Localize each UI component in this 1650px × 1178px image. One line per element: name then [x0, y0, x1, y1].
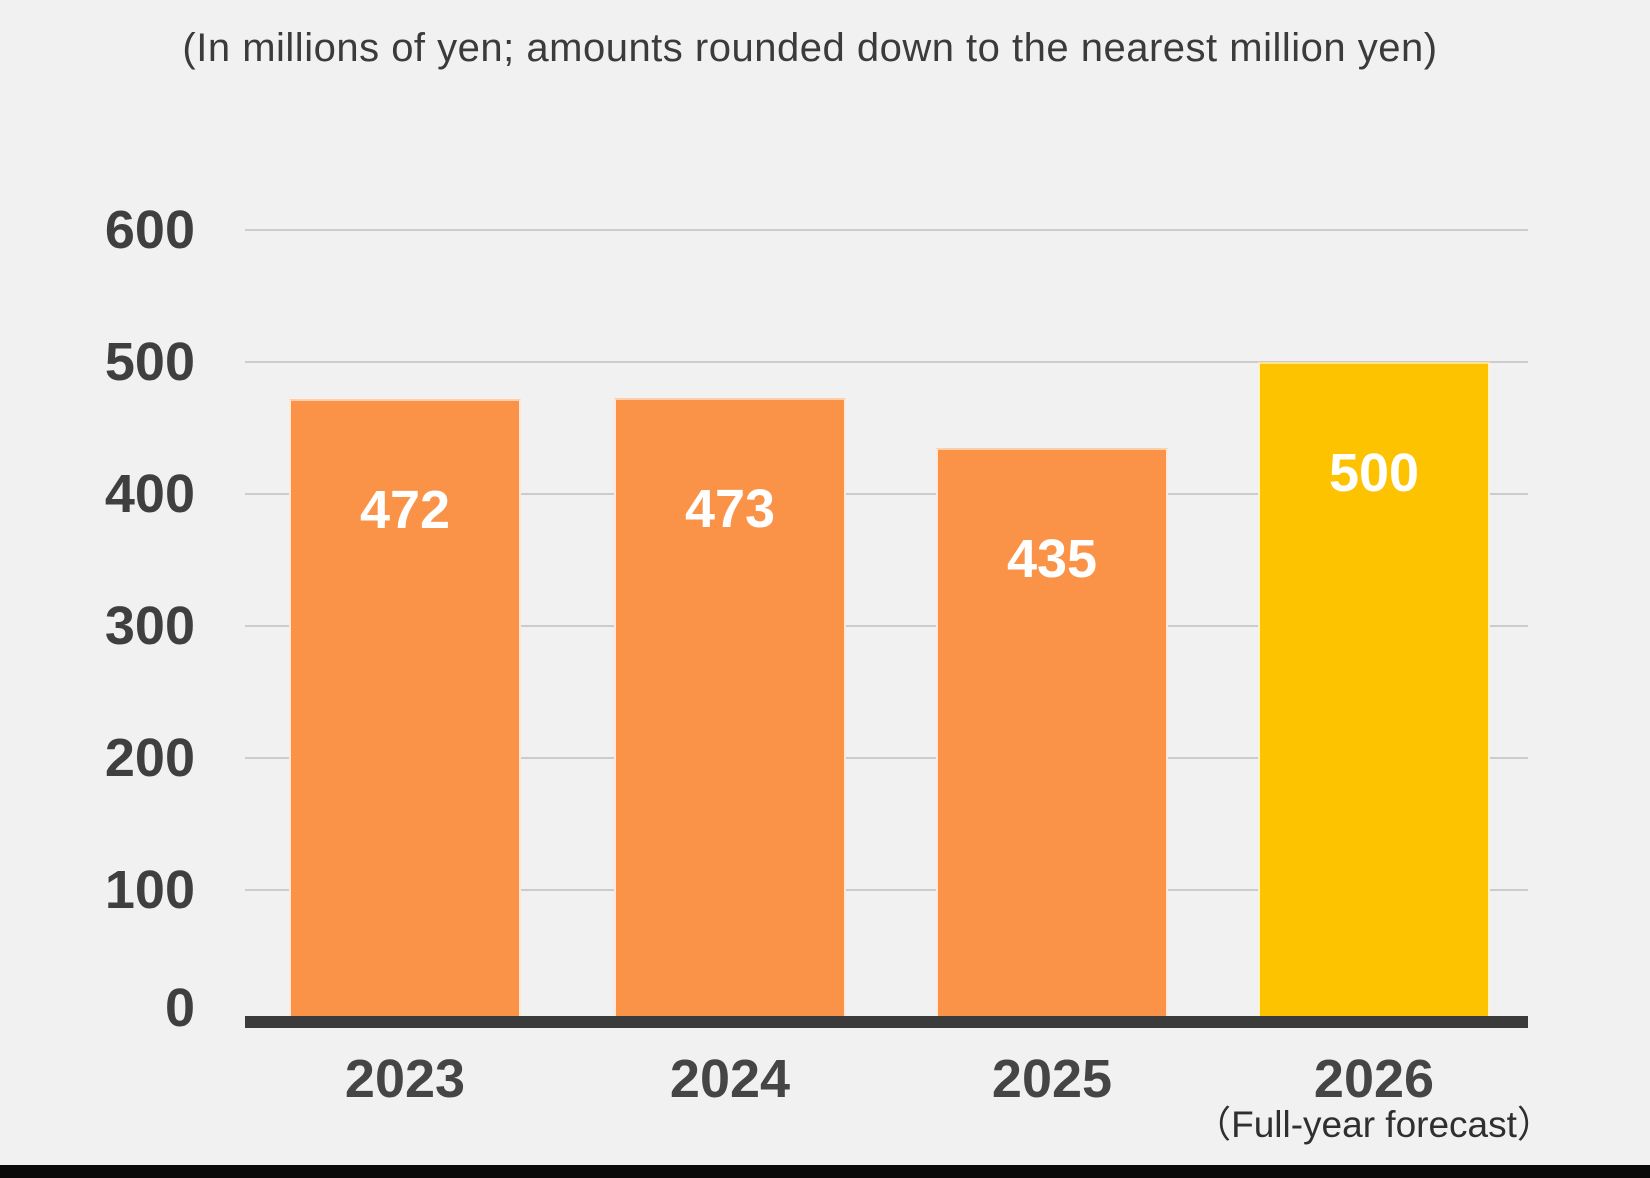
- gridline-300: [245, 625, 1528, 627]
- bar-value-label-2024: 473: [684, 478, 776, 539]
- x-tick-label-2024: 2024: [669, 1049, 791, 1109]
- y-tick-label-600: 600: [104, 200, 195, 260]
- x-tick-label-2023: 2023: [344, 1049, 466, 1109]
- gridline-200: [245, 757, 1528, 759]
- x-tick-label-2025: 2025: [991, 1049, 1113, 1109]
- gridline-400: [245, 493, 1528, 495]
- bar-2026: [1258, 362, 1490, 1018]
- y-tick-label-400: 400: [104, 464, 195, 524]
- y-tick-label-100: 100: [104, 860, 195, 920]
- footer-strip: [0, 1165, 1650, 1178]
- gridline-100: [245, 889, 1528, 891]
- x-axis-line: [245, 1016, 1528, 1028]
- y-tick-label-300: 300: [104, 596, 195, 656]
- x-tick-label-2026: 2026: [1313, 1049, 1435, 1109]
- y-tick-label-0: 0: [164, 978, 195, 1038]
- x-tick-note-forecast: （Full-year forecast）: [1194, 1104, 1554, 1145]
- bar-2023: [289, 398, 521, 1018]
- bar-2025: [936, 447, 1168, 1018]
- gridline-600: [245, 229, 1528, 231]
- gridline-500: [245, 361, 1528, 363]
- chart-title: (In millions of yen; amounts rounded dow…: [182, 26, 1438, 70]
- y-tick-label-200: 200: [104, 728, 195, 788]
- bar-2024: [614, 397, 846, 1018]
- y-tick-label-500: 500: [104, 332, 195, 392]
- bar-value-label-2026: 500: [1328, 443, 1420, 503]
- bar-value-label-2025: 435: [1006, 528, 1098, 589]
- bar-value-label-2023: 472: [359, 479, 451, 540]
